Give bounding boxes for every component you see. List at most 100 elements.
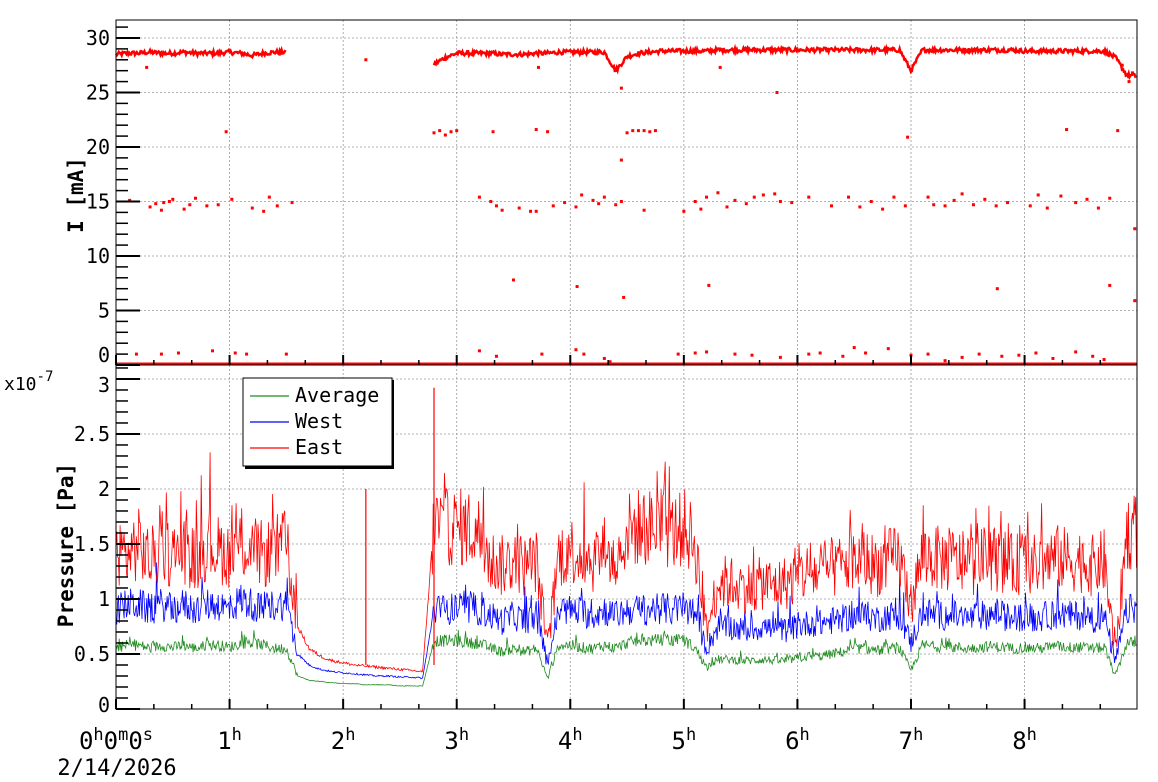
- current-point: [449, 130, 453, 134]
- current-point: [1133, 299, 1137, 303]
- current-point: [932, 203, 936, 207]
- pressure-series-east: [115, 452, 1137, 673]
- current-point: [1108, 283, 1112, 287]
- current-point: [1017, 353, 1021, 357]
- x-tick-label: 4h: [558, 725, 583, 755]
- current-point: [154, 202, 158, 206]
- tick-label-value: 7: [899, 727, 913, 755]
- current-point: [906, 135, 910, 139]
- current-main-band: [432, 43, 1137, 81]
- current-point: [171, 197, 175, 201]
- current-y-tick-label: 20: [86, 135, 110, 159]
- current-point: [262, 209, 266, 213]
- current-point: [290, 201, 294, 205]
- current-point: [818, 351, 822, 355]
- current-point: [642, 208, 646, 212]
- current-point: [1028, 204, 1032, 208]
- current-point: [546, 130, 550, 134]
- current-point: [1116, 129, 1120, 133]
- tick-label-unit: h: [686, 725, 696, 745]
- tick-label-value: 8: [1012, 727, 1026, 755]
- pressure-y-tick-label: 2.5: [74, 422, 110, 446]
- current-plot-frame: [115, 19, 1138, 366]
- current-point: [892, 195, 896, 199]
- current-point: [864, 351, 868, 355]
- current-point: [869, 199, 873, 203]
- current-point: [540, 352, 544, 356]
- current-point: [807, 195, 811, 199]
- pressure-y-tick-label: 2: [98, 477, 110, 501]
- axes: 0h0m0s 1h 2h 3h 4h 5h 6h 7h 8h05101520253000.511…: [74, 19, 1138, 755]
- current-point: [1036, 193, 1040, 197]
- tick-label-value: 5: [672, 727, 686, 755]
- tick-label-unit: h: [572, 725, 582, 745]
- current-point: [995, 287, 999, 291]
- current-point: [943, 204, 947, 208]
- current-point: [148, 205, 152, 209]
- pressure-y-tick-label: 3: [98, 373, 110, 397]
- current-point: [275, 204, 279, 208]
- tick-label-unit: h: [913, 725, 923, 745]
- current-point: [233, 351, 237, 355]
- current-point: [744, 202, 748, 206]
- tick-label-value: 0: [104, 727, 118, 755]
- current-point: [245, 352, 249, 356]
- current-point: [733, 198, 737, 202]
- current-point: [847, 195, 851, 199]
- x-tick-label: 2h: [331, 725, 356, 755]
- pressure-y-tick-label: 0: [98, 693, 110, 717]
- current-point: [790, 201, 794, 205]
- current-point: [778, 199, 782, 203]
- pressure-y-tick-label: 0.5: [74, 642, 110, 666]
- current-point: [500, 208, 504, 212]
- current-point: [631, 129, 635, 133]
- current-point: [580, 193, 584, 197]
- x-tick-label: 3h: [444, 725, 469, 755]
- current-point: [642, 129, 646, 133]
- current-point: [926, 352, 930, 356]
- current-point: [455, 129, 459, 133]
- tick-label-value: 4: [558, 727, 572, 755]
- tick-label-value: 2: [331, 727, 345, 755]
- tick-label-unit: h: [345, 725, 355, 745]
- current-point: [926, 195, 930, 199]
- current-point: [807, 352, 811, 356]
- tick-label-unit: h: [1027, 725, 1037, 745]
- current-y-tick-label: 10: [86, 244, 110, 268]
- current-point: [725, 205, 729, 209]
- current-point: [494, 204, 498, 208]
- current-point: [267, 195, 271, 199]
- current-point: [653, 129, 657, 133]
- current-point: [582, 352, 586, 356]
- current-y-tick-label: 30: [86, 26, 110, 50]
- current-point: [971, 203, 975, 207]
- current-point: [977, 352, 981, 356]
- current-point: [534, 128, 538, 132]
- current-point: [773, 192, 777, 196]
- current-point: [182, 207, 186, 211]
- current-point: [432, 131, 436, 135]
- legend: Average West East: [242, 377, 394, 469]
- current-point: [134, 352, 138, 356]
- tick-label-unit: h: [232, 725, 242, 745]
- current-point: [511, 278, 515, 282]
- current-point: [994, 204, 998, 208]
- current-point: [886, 347, 890, 351]
- current-point: [648, 130, 652, 134]
- current-point: [477, 195, 481, 199]
- tick-label-value: 0: [128, 727, 142, 755]
- current-point: [602, 195, 606, 199]
- current-point: [716, 191, 720, 195]
- current-point: [881, 207, 885, 211]
- current-point: [128, 198, 132, 202]
- current-point: [983, 197, 987, 201]
- current-point: [602, 356, 606, 360]
- current-point: [1006, 201, 1010, 205]
- current-point: [636, 129, 640, 133]
- current-point: [145, 65, 149, 69]
- current-point: [597, 202, 601, 206]
- current-point: [707, 283, 711, 287]
- current-point: [778, 355, 782, 359]
- current-point: [619, 158, 623, 162]
- current-point: [1059, 194, 1063, 198]
